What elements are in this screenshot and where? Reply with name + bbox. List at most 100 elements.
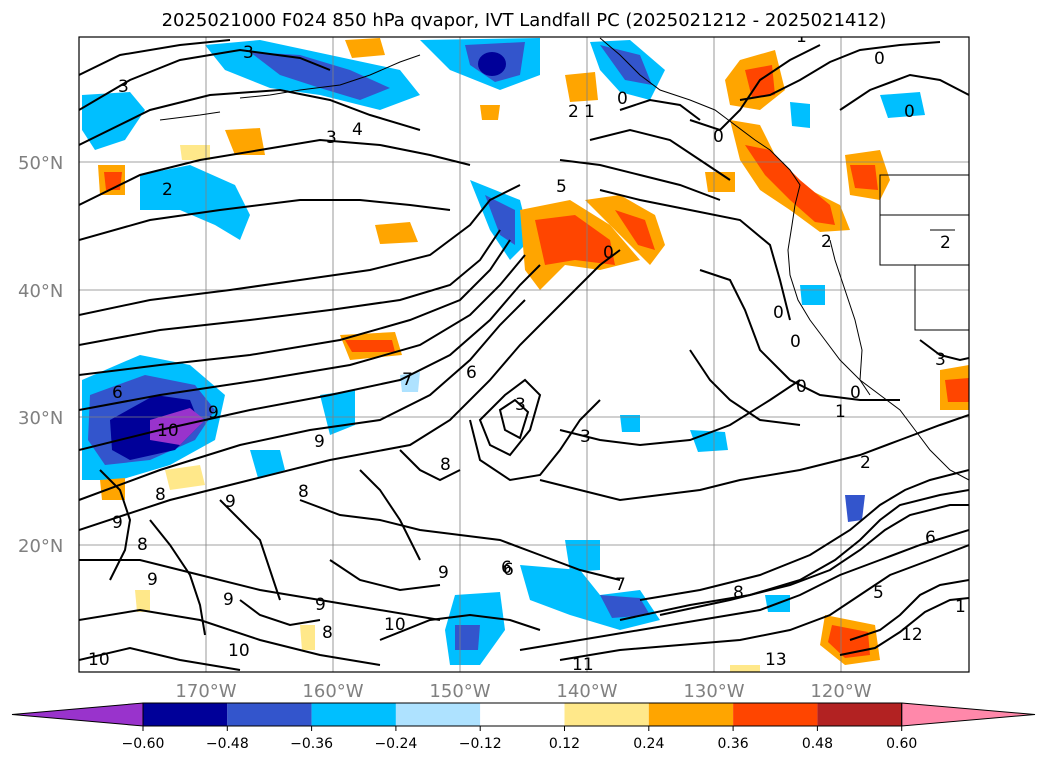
svg-text:9: 9 — [438, 563, 449, 583]
svg-text:5: 5 — [873, 583, 884, 603]
svg-text:10: 10 — [228, 641, 250, 661]
graticule — [79, 37, 969, 672]
qvapor-fill-negative — [82, 38, 925, 665]
colorbar-segment — [395, 703, 481, 726]
svg-text:6: 6 — [503, 560, 514, 580]
svg-text:3: 3 — [243, 43, 254, 63]
svg-text:8: 8 — [298, 482, 309, 502]
svg-text:2: 2 — [860, 453, 871, 473]
svg-text:7: 7 — [615, 575, 626, 595]
colorbar-segment — [564, 703, 649, 726]
svg-text:2: 2 — [940, 233, 951, 253]
colorbar-segment — [480, 703, 565, 726]
map-panel: 3 3 3 4 2 5 2 1 0 0 0 0 1 2 0 0 0 0 1 0 … — [79, 27, 969, 675]
svg-text:3: 3 — [118, 77, 129, 97]
colorbar-extend-min — [11, 702, 144, 727]
colorbar-frame — [142, 702, 903, 727]
svg-text:0: 0 — [850, 383, 861, 403]
qvapor-fill-positive — [98, 38, 969, 672]
svg-text:6: 6 — [112, 383, 123, 403]
svg-text:10: 10 — [88, 650, 110, 670]
svg-text:7: 7 — [402, 370, 413, 390]
svg-text:9: 9 — [208, 403, 219, 423]
svg-text:8: 8 — [440, 455, 451, 475]
svg-text:6: 6 — [925, 528, 936, 548]
ivt-contours — [79, 39, 969, 671]
svg-text:3: 3 — [515, 395, 526, 415]
map-frame — [78, 36, 970, 673]
svg-text:9: 9 — [315, 595, 326, 615]
svg-text:1: 1 — [955, 597, 966, 617]
svg-text:0: 0 — [617, 89, 628, 109]
svg-text:12: 12 — [901, 625, 923, 645]
svg-text:8: 8 — [137, 535, 148, 555]
svg-text:130°W: 130°W — [683, 681, 744, 702]
svg-text:0: 0 — [796, 377, 807, 397]
svg-text:6: 6 — [501, 558, 512, 578]
colorbar-segment — [817, 703, 902, 726]
colorbar-tick-label: 0.48 — [802, 736, 833, 752]
svg-text:5: 5 — [556, 177, 567, 197]
svg-text:6: 6 — [466, 363, 477, 383]
svg-text:9: 9 — [112, 513, 123, 533]
contour-labels: 3 3 3 4 2 5 2 1 0 0 0 0 1 2 0 0 0 0 1 0 … — [88, 27, 966, 675]
colorbar-segment — [227, 703, 312, 726]
svg-text:0: 0 — [603, 243, 614, 263]
svg-text:1: 1 — [796, 27, 807, 47]
svg-text:3: 3 — [580, 427, 591, 447]
svg-text:10: 10 — [157, 421, 179, 441]
svg-text:9: 9 — [314, 432, 325, 452]
svg-text:0: 0 — [790, 332, 801, 352]
svg-text:9: 9 — [223, 590, 234, 610]
svg-text:9: 9 — [225, 492, 236, 512]
svg-text:0: 0 — [874, 49, 885, 69]
latitude-labels: 50°N 40°N 30°N 20°N — [18, 153, 63, 557]
svg-text:0: 0 — [904, 102, 915, 122]
colorbar-tick-label: 0.60 — [886, 736, 917, 752]
svg-text:10: 10 — [384, 615, 406, 635]
svg-text:2: 2 — [568, 102, 579, 122]
svg-text:2: 2 — [821, 232, 832, 252]
colorbar-tick-label: −0.60 — [122, 736, 165, 752]
svg-text:3: 3 — [326, 128, 337, 148]
colorbar-segment — [733, 703, 818, 726]
colorbar-tick-label: −0.12 — [459, 736, 502, 752]
svg-text:160°W: 160°W — [302, 681, 363, 702]
svg-text:2: 2 — [162, 180, 173, 200]
svg-text:1: 1 — [584, 102, 595, 122]
svg-text:140°W: 140°W — [556, 681, 617, 702]
colorbar-tick-label: 0.12 — [549, 736, 580, 752]
svg-text:4: 4 — [352, 120, 363, 140]
colorbar-segment — [648, 703, 734, 726]
svg-text:50°N: 50°N — [18, 153, 63, 174]
svg-text:11: 11 — [572, 655, 594, 675]
colorbar-extend-max — [901, 702, 1036, 727]
svg-text:0: 0 — [773, 303, 784, 323]
colorbar-tick-label: −0.24 — [374, 736, 417, 752]
svg-text:0: 0 — [713, 127, 724, 147]
colorbar: −0.60 −0.48 −0.36 −0.24 −0.12 0.12 0.24 0.36 0.4… — [11, 702, 1036, 752]
colorbar-segment — [311, 703, 396, 726]
svg-text:8: 8 — [733, 583, 744, 603]
svg-text:1: 1 — [835, 402, 846, 422]
longitude-labels: 170°W 160°W 150°W 140°W 130°W 120°W — [175, 681, 871, 702]
colorbar-tick-label: −0.48 — [206, 736, 249, 752]
svg-text:9: 9 — [147, 570, 158, 590]
colorbar-tick-label: 0.24 — [633, 736, 664, 752]
svg-text:13: 13 — [765, 650, 787, 670]
svg-text:150°W: 150°W — [429, 681, 490, 702]
svg-text:8: 8 — [155, 485, 166, 505]
svg-text:30°N: 30°N — [18, 408, 63, 429]
colorbar-tick-label: 0.36 — [718, 736, 749, 752]
figure-title: 2025021000 F024 850 hPa qvapor, IVT Land… — [162, 10, 887, 31]
svg-text:40°N: 40°N — [18, 281, 63, 302]
svg-text:20°N: 20°N — [18, 536, 63, 557]
svg-text:3: 3 — [935, 350, 946, 370]
colorbar-tick-label: −0.36 — [290, 736, 333, 752]
svg-text:8: 8 — [322, 623, 333, 643]
coastlines — [159, 37, 969, 481]
svg-text:120°W: 120°W — [810, 681, 871, 702]
colorbar-segment — [143, 703, 228, 726]
svg-text:170°W: 170°W — [175, 681, 236, 702]
